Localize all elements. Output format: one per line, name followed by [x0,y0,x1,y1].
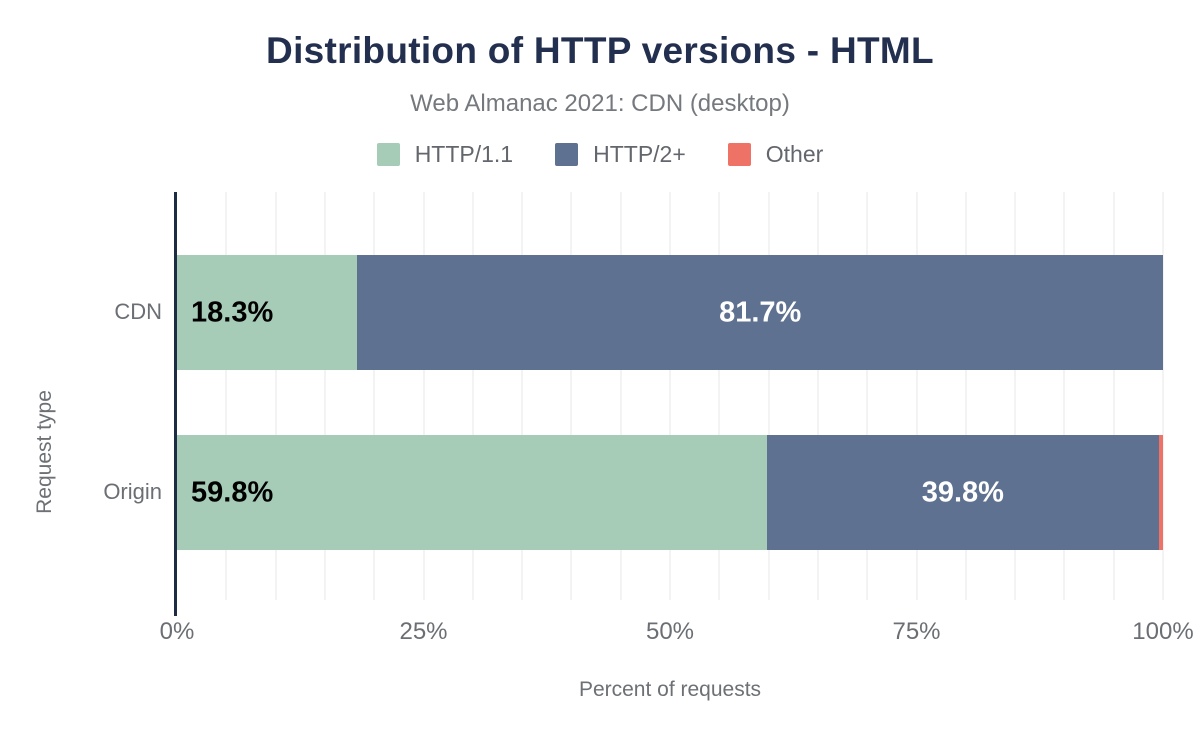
y-axis-ticks: CDN Origin [0,192,162,600]
gridline-65 [816,192,819,600]
bar-segment-origin-other [1159,435,1163,550]
legend-label-other: Other [765,141,824,167]
gridline-5 [225,192,228,600]
gridline-55 [718,192,721,600]
legend-item-http-2: HTTP/2+ [555,141,686,168]
bar-segment-origin-http-1-1: 59.8% [177,435,767,550]
bar-value-label-origin-http-2: 39.8% [921,476,1004,508]
gridline-25 [422,192,425,600]
gridline-90 [1063,192,1066,600]
bar-row-origin: 59.8% 39.8% [177,435,1163,550]
gridline-85 [1014,192,1017,600]
bar-value-label-cdn-http-2: 81.7% [719,296,802,328]
x-tick-label-75: 75% [892,618,941,645]
x-tick-label-50: 50% [645,618,695,645]
http-1-1-color-swatch [376,143,400,166]
gridline-35 [521,192,524,600]
x-tick-label-0: 0% [159,618,195,645]
x-axis-ticks: 0% 25% 50% 75% 100% [160,618,1194,648]
x-tick-label-25: 25% [399,618,448,645]
gridline-40 [570,192,573,600]
bar-value-label-origin-http-1-1: 59.8% [191,476,274,508]
gridline-10 [274,192,277,600]
bar-segment-cdn-http-1-1: 18.3% [177,255,358,370]
chart-title: Distribution of HTTP versions - HTML [266,30,934,71]
bar-value-label-cdn-http-1-1: 18.3% [191,296,274,328]
gridline-15 [323,192,326,600]
plot-rows: 18.3% 81.7% 59.8% 39.8% [177,192,1163,600]
legend-label-http-1-1: HTTP/1.1 [414,141,514,167]
gridline-50 [669,192,671,600]
gridline-45 [619,192,622,600]
y-tick-label-origin: Origin [103,479,162,504]
gridline-60 [767,192,770,600]
gridline-30 [471,192,474,600]
gridline-70 [866,192,869,600]
gridline-20 [373,192,376,600]
other-color-swatch [727,143,751,166]
legend-label-http-2: HTTP/2+ [593,141,686,167]
bar-segment-cdn-http-2: 81.7% [357,255,1163,370]
gridline-95 [1112,192,1115,600]
y-tick-label-cdn: CDN [114,299,162,324]
bar-row-cdn: 18.3% 81.7% [177,255,1163,370]
bar-segment-origin-http-2: 39.8% [766,435,1160,550]
legend-item-other: Other [727,141,824,168]
gridlines [177,192,1164,600]
gridline-100 [1162,192,1164,600]
legend: HTTP/1.1 HTTP/2+ Other [0,141,1200,168]
x-axis-title: Percent of requests [578,678,762,701]
gridline-80 [964,192,967,600]
y-axis-line [174,192,177,616]
x-tick-label-100: 100% [1132,618,1194,645]
chart-subtitle: Web Almanac 2021: CDN (desktop) [410,90,790,117]
http-2-color-swatch [555,143,579,166]
legend-item-http-1-1: HTTP/1.1 [376,141,514,168]
gridline-75 [915,192,918,600]
plot-area: 18.3% 81.7% 59.8% 39.8% [177,192,1164,600]
